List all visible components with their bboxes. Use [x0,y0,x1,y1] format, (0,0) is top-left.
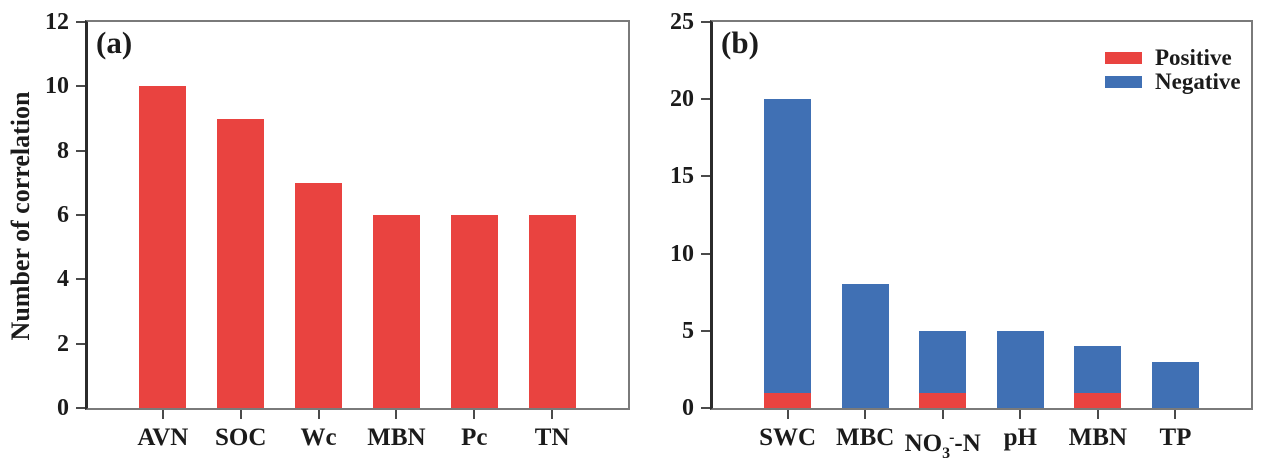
panel-b-label: (b) [721,25,759,60]
y-tick [76,278,85,281]
y-tick-label: 0 [57,395,69,421]
x-tick [239,410,242,419]
x-tick [864,410,867,419]
y-tick [701,407,710,409]
x-tick [1096,410,1099,419]
legend-item-negative: Negative [1105,70,1241,94]
x-tick-label-mbn: MBN [367,424,426,451]
negative-bar-mbn [1074,346,1122,393]
bar-avn [139,86,187,408]
x-tick-label-no3n: NO3--N [904,429,981,461]
negative-color-swatch [1105,76,1142,88]
x-tick-label-ph: pH [1003,424,1037,451]
y-tick [701,175,710,178]
negative-bar-tp [1151,361,1199,408]
y-tick-label: 15 [670,163,694,190]
y-tick [76,407,85,409]
x-tick-label-mbn: MBN [1068,424,1127,451]
y-tick [701,252,710,255]
legend: Positive Negative [1105,46,1241,94]
x-tick [1174,410,1177,419]
positive-bar-swc [764,392,812,408]
x-tick-label-tp: TP [1159,424,1192,451]
x-tick-label-mbc: MBC [835,424,895,451]
x-tick-label-wc: Wc [300,424,337,451]
positive-bar-no3n [919,392,967,408]
y-tick-label: 10 [670,240,694,267]
x-tick [395,410,398,419]
y-tick [701,98,710,101]
negative-bar-swc [764,99,812,393]
y-tick [76,342,85,345]
positive-bar-mbn [1074,392,1122,408]
y-tick-label: 12 [45,9,69,35]
legend-label-positive: Positive [1155,45,1232,70]
negative-bar-no3n [919,330,967,393]
y-tick [76,149,85,152]
x-tick [786,410,789,419]
y-tick-label: 20 [670,86,694,113]
negative-bar-ph [996,330,1044,408]
bar-pc [450,215,498,408]
legend-label-negative: Negative [1155,69,1241,94]
y-tick [76,85,85,88]
y-tick [76,21,85,23]
panel-b-plot-area [710,20,1253,410]
y-tick-label: 6 [57,202,69,228]
panel-a-label: (a) [96,25,133,60]
y-tick-label: 10 [45,73,69,100]
x-tick [473,410,476,419]
y-tick-label: 0 [682,395,694,421]
y-tick-label: 2 [57,330,69,357]
x-tick [551,410,554,419]
bar-wc [295,182,343,408]
x-tick [1019,410,1022,419]
negative-bar-mbc [841,284,889,408]
y-tick-label: 4 [57,266,69,293]
panel-a-plot-area [85,20,630,410]
legend-item-positive: Positive [1105,46,1241,70]
x-tick [317,410,320,419]
y-tick-label: 25 [670,9,694,35]
y-tick-label: 8 [57,137,69,164]
x-tick-label-swc: SWC [759,424,817,451]
bar-tn [528,215,576,408]
x-tick-label-soc: SOC [215,424,267,451]
y-tick [701,329,710,332]
x-tick [161,410,164,419]
y-tick [701,21,710,23]
x-tick [941,410,944,419]
bar-soc [217,118,265,408]
x-tick-label-tn: TN [534,424,570,451]
x-tick-label-pc: Pc [461,424,488,451]
x-tick-label-avn: AVN [137,424,189,451]
bar-mbn [372,215,420,408]
y-tick-label: 5 [682,317,694,344]
positive-color-swatch [1105,52,1142,64]
y-tick [76,214,85,216]
